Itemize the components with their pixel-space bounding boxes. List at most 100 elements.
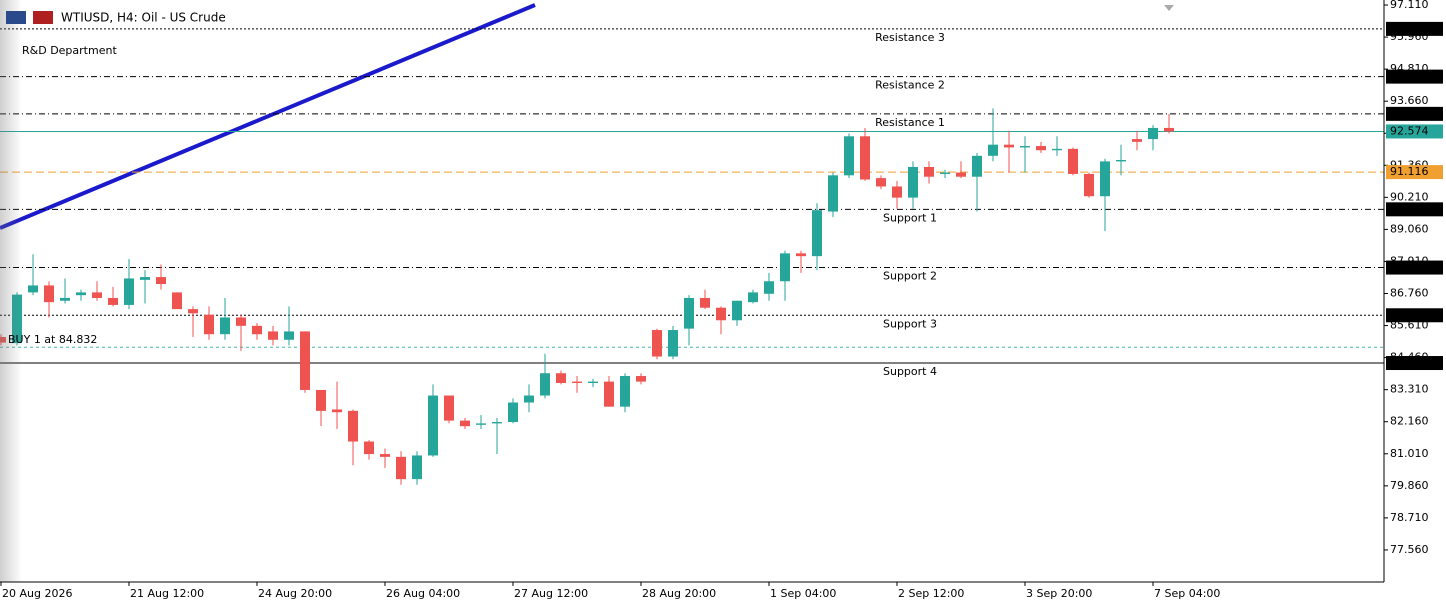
candle-body — [572, 381, 582, 383]
candle-body — [620, 376, 630, 407]
candle-body — [876, 178, 886, 187]
price-box-label: 94.541 — [1390, 70, 1429, 83]
candle-body — [1004, 144, 1014, 148]
x-tick-label: 1 Sep 04:00 — [770, 587, 836, 600]
chart-subtitle: R&D Department — [22, 44, 117, 57]
candle-body — [780, 253, 790, 282]
candle-body — [220, 317, 230, 335]
candle-body — [716, 307, 726, 321]
candle-body — [1020, 146, 1030, 148]
candle-body — [988, 144, 998, 156]
candle-body — [380, 454, 390, 457]
candle-body — [796, 253, 806, 257]
price-box-label: 85.979 — [1390, 308, 1429, 321]
candle-body — [508, 402, 518, 423]
price-box — [1386, 356, 1443, 371]
candle-body — [204, 314, 214, 335]
level-name: Support 1 — [883, 211, 937, 224]
candle-body — [892, 186, 902, 198]
candle-body — [1036, 146, 1046, 151]
candle-body — [732, 300, 742, 321]
candle-body — [812, 210, 822, 257]
candle-body — [60, 297, 70, 301]
x-tick-label: 26 Aug 04:00 — [386, 587, 460, 600]
price-box — [1386, 308, 1443, 323]
candle-body — [940, 172, 950, 174]
trend-line — [0, 3, 536, 230]
candle-body — [76, 292, 86, 296]
y-tick-label: 90.210 — [1390, 190, 1429, 203]
candle-body — [476, 423, 486, 425]
x-tick-label: 21 Aug 12:00 — [130, 587, 204, 600]
price-box-label: 91.116 — [1390, 165, 1429, 178]
candle-body — [684, 297, 694, 329]
level-name: Resistance 2 — [875, 79, 945, 92]
price-box-label: 93.205 — [1390, 107, 1429, 120]
candle-body — [188, 309, 198, 314]
chart-title: WTIUSD, H4: Oil - US Crude — [61, 11, 226, 25]
candle-body — [1068, 148, 1078, 174]
candle-body — [28, 285, 38, 293]
candle-body — [108, 297, 118, 305]
candle-body — [924, 166, 934, 177]
price-box-label: 84.266 — [1390, 356, 1429, 369]
level-name: Resistance 1 — [875, 116, 945, 129]
menu-icon[interactable] — [6, 11, 26, 24]
candle-body — [364, 441, 374, 455]
x-tick-label: 28 Aug 20:00 — [642, 587, 716, 600]
candle-body — [332, 409, 342, 413]
candle-body — [908, 166, 918, 198]
price-box-label: 92.574 — [1390, 124, 1429, 137]
y-tick-label: 82.160 — [1390, 415, 1429, 428]
candle-body — [700, 297, 710, 308]
y-tick-label: 79.860 — [1390, 479, 1429, 492]
level-name: Resistance 3 — [875, 31, 945, 44]
candle-body — [140, 277, 150, 280]
candle-body — [556, 373, 566, 383]
candle-body — [588, 381, 598, 383]
candle-body — [828, 175, 838, 212]
price-box-label: 89.78 — [1390, 202, 1422, 215]
candle-body — [172, 292, 182, 310]
x-tick-label: 3 Sep 20:00 — [1026, 587, 1092, 600]
candle-body — [1116, 159, 1126, 162]
candle-body — [444, 395, 454, 421]
candle-body — [44, 285, 54, 303]
edge-shade — [0, 0, 22, 582]
price-box — [1386, 202, 1443, 217]
order-label: BUY 1 at 84.832 — [8, 333, 97, 346]
candle-body — [972, 155, 982, 177]
candle-body — [1100, 161, 1110, 197]
y-tick-label: 78.710 — [1390, 511, 1429, 524]
candle-body — [764, 281, 774, 294]
y-tick-label: 83.310 — [1390, 383, 1429, 396]
level-name: Support 4 — [883, 365, 937, 378]
candle-body — [524, 395, 534, 403]
y-tick-label: 89.060 — [1390, 222, 1429, 235]
price-box — [1386, 165, 1443, 180]
candle-body — [316, 389, 326, 411]
candle-body — [1084, 173, 1094, 197]
y-tick-label: 97.110 — [1390, 0, 1429, 11]
y-tick-label: 86.760 — [1390, 287, 1429, 300]
x-tick-label: 20 Aug 2026 — [2, 587, 72, 600]
candle-body — [124, 278, 134, 305]
price-box — [1386, 260, 1443, 275]
candle-body — [540, 373, 550, 396]
candle-body — [844, 136, 854, 176]
y-tick-label: 93.660 — [1390, 94, 1429, 107]
candle-body — [636, 376, 646, 382]
price-box — [1386, 21, 1443, 36]
candle-body — [300, 331, 310, 390]
menu-icon[interactable] — [33, 11, 53, 24]
candle-body — [268, 331, 278, 340]
candle-body — [748, 292, 758, 303]
candle-body — [956, 172, 966, 177]
price-box — [1386, 124, 1443, 139]
candle-body — [428, 395, 438, 456]
price-box-label: 96.254 — [1390, 22, 1429, 35]
level-name: Support 3 — [883, 317, 937, 330]
candle-body — [412, 455, 422, 480]
